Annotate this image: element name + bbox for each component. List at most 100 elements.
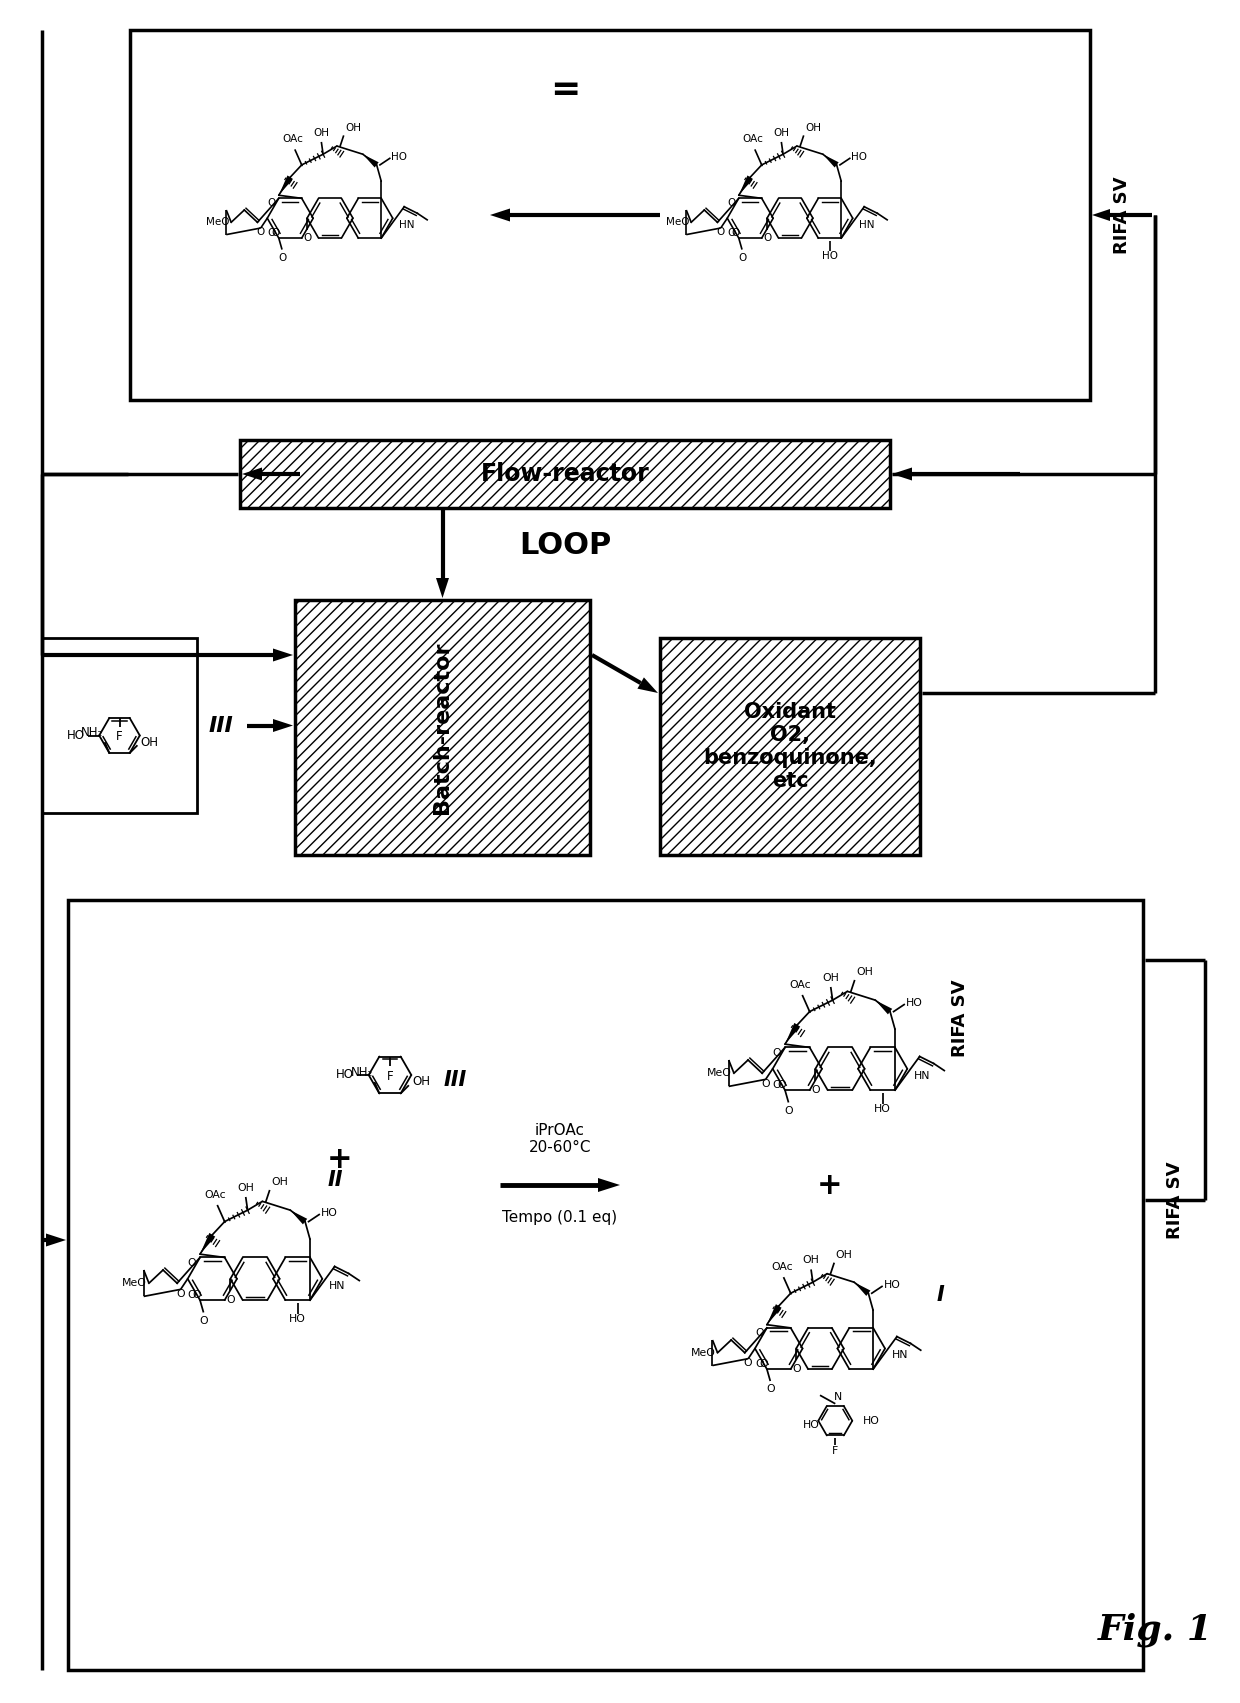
Text: HO: HO [321, 1207, 337, 1218]
Polygon shape [823, 155, 838, 167]
Text: O: O [727, 228, 735, 238]
Text: MeO: MeO [122, 1279, 148, 1287]
Polygon shape [273, 719, 293, 732]
Text: O: O [187, 1259, 196, 1269]
Text: HO: HO [336, 1068, 353, 1081]
Text: iPrOAc
20-60°C: iPrOAc 20-60°C [528, 1122, 591, 1155]
Text: O: O [744, 1357, 753, 1368]
Bar [660, 639, 920, 855]
Polygon shape [290, 1211, 308, 1224]
Text: O: O [792, 1364, 801, 1374]
Text: II: II [327, 1170, 342, 1190]
Text: O: O [268, 228, 275, 238]
Text: HO: HO [804, 1420, 820, 1431]
Text: O: O [763, 233, 771, 244]
Text: OAc: OAc [771, 1262, 792, 1272]
Text: OH: OH [237, 1182, 254, 1192]
Text: O: O [257, 226, 265, 237]
Polygon shape [363, 155, 378, 167]
Text: MeO: MeO [666, 218, 689, 226]
Text: O: O [200, 1316, 208, 1327]
Text: O: O [755, 1328, 764, 1339]
Text: OH: OH [856, 967, 873, 978]
Polygon shape [46, 1233, 66, 1247]
Text: OH: OH [822, 972, 839, 983]
Polygon shape [854, 1282, 870, 1296]
Text: Batch-reactor: Batch-reactor [433, 642, 453, 814]
Text: O: O [278, 252, 286, 262]
Text: OAc: OAc [790, 979, 811, 989]
Bar [68, 899, 1143, 1671]
Text: NH₂: NH₂ [351, 1066, 373, 1078]
Polygon shape [875, 1000, 893, 1015]
Text: HN: HN [914, 1071, 931, 1081]
Text: HO: HO [289, 1315, 306, 1325]
Text: F: F [832, 1446, 838, 1456]
Text: HN: HN [330, 1281, 346, 1291]
Text: O: O [272, 228, 280, 238]
Text: N: N [833, 1391, 842, 1402]
Text: O: O [784, 1105, 792, 1115]
Text: +: + [817, 1170, 843, 1199]
Bar [295, 599, 590, 855]
Text: Oxidant
O2,
benzoquinone,
etc: Oxidant O2, benzoquinone, etc [703, 702, 877, 792]
Text: HO: HO [67, 729, 86, 743]
Text: O: O [303, 233, 311, 244]
Text: Fig. 1: Fig. 1 [1097, 1613, 1213, 1647]
Polygon shape [273, 649, 293, 661]
Text: +: + [327, 1146, 353, 1175]
Text: O: O [773, 1080, 781, 1090]
Text: O: O [732, 228, 739, 238]
Text: HN: HN [399, 220, 415, 230]
Bar [241, 439, 890, 507]
Text: O: O [773, 1047, 781, 1058]
Text: Tempo (0.1 eq): Tempo (0.1 eq) [502, 1211, 618, 1224]
Polygon shape [279, 175, 293, 196]
Text: O: O [192, 1289, 201, 1299]
Text: O: O [226, 1294, 234, 1304]
Polygon shape [739, 175, 753, 196]
Text: MeO: MeO [707, 1068, 732, 1078]
Text: OH: OH [272, 1177, 288, 1187]
Text: O: O [176, 1289, 185, 1299]
Text: HO: HO [852, 152, 868, 162]
Text: O: O [777, 1080, 786, 1090]
Text: O: O [766, 1385, 775, 1395]
Polygon shape [598, 1178, 620, 1192]
Polygon shape [785, 1024, 800, 1044]
Text: OH: OH [836, 1250, 853, 1260]
Text: MeO: MeO [691, 1347, 715, 1357]
Polygon shape [436, 577, 449, 598]
Bar [660, 639, 920, 855]
Text: HN: HN [859, 220, 874, 230]
Text: O: O [811, 1085, 820, 1095]
Text: O: O [759, 1359, 768, 1369]
Text: III: III [444, 1069, 466, 1090]
Polygon shape [490, 208, 510, 221]
Text: O: O [738, 252, 746, 262]
Text: HO: HO [874, 1104, 892, 1114]
Text: HO: HO [906, 998, 923, 1008]
Bar [295, 599, 590, 855]
Text: RIFA SV: RIFA SV [1166, 1161, 1184, 1238]
Text: Flow-reactor: Flow-reactor [481, 462, 650, 485]
Text: O: O [761, 1078, 770, 1088]
Text: HO: HO [863, 1415, 879, 1425]
Text: O: O [187, 1289, 196, 1299]
Polygon shape [200, 1233, 216, 1253]
Polygon shape [892, 468, 911, 480]
Text: O: O [727, 199, 735, 208]
Text: OH: OH [345, 123, 361, 133]
Text: HO: HO [392, 152, 408, 162]
Polygon shape [242, 468, 262, 480]
Text: OH: OH [774, 128, 790, 138]
Polygon shape [637, 678, 658, 693]
Text: HO: HO [822, 250, 838, 261]
Text: O: O [268, 199, 275, 208]
Bar [130, 31, 1090, 400]
Polygon shape [766, 1304, 781, 1325]
Text: O: O [717, 226, 725, 237]
Text: I: I [936, 1286, 944, 1304]
Text: HO: HO [884, 1279, 900, 1289]
Text: MeO: MeO [206, 218, 229, 226]
